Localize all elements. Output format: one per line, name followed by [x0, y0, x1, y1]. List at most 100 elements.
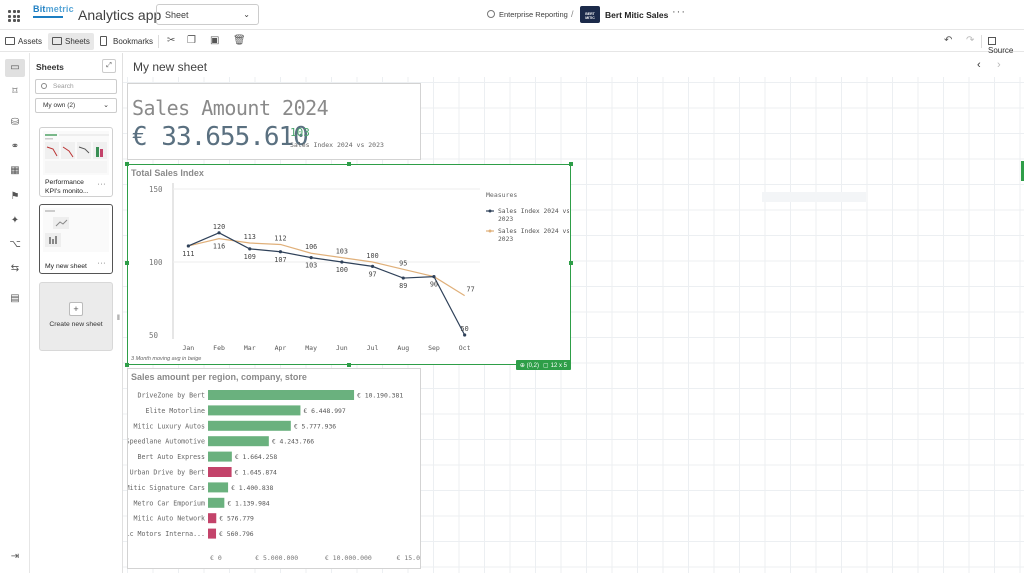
bar [208, 513, 217, 524]
data-label-moving-avg: 112 [274, 234, 286, 242]
app-launcher-icon[interactable] [8, 10, 20, 22]
resize-handle[interactable] [347, 162, 351, 166]
master-items-icon[interactable]: ⚑ [10, 191, 20, 202]
chevron-down-icon: ⌄ [103, 102, 109, 109]
previous-sheet-icon[interactable]: ‹ [977, 59, 981, 71]
legend-label: Sales Index 2024 vs [498, 208, 569, 215]
sort-icon[interactable]: ⇆ [10, 263, 20, 274]
line-chart-svg: 50 100 150 Jan Feb Mar Apr May Jun Jul Aug Sep Oct 11… [149, 183, 569, 352]
redo-icon[interactable]: ↷ [966, 35, 975, 46]
data-point [309, 256, 313, 260]
collapse-panel-icon[interactable]: ⇥ [10, 551, 20, 562]
more-options-icon[interactable]: ··· [672, 6, 686, 18]
kpi-object[interactable]: Sales Amount 2024 € 33.655.610 103 Sales… [127, 83, 421, 160]
bar-chart-title: Sales amount per region, company, store [131, 372, 307, 382]
sheets-button[interactable]: Sheets [48, 33, 94, 50]
bar-chart-object[interactable]: Sales amount per region, company, store … [127, 368, 421, 569]
resize-handle[interactable] [569, 162, 573, 166]
data-label-moving-avg: 100 [366, 252, 378, 260]
data-label-moving-avg: 113 [244, 233, 256, 241]
x-tick-label: € 15.000.000 [397, 554, 420, 562]
x-tick-label: Oct [459, 344, 471, 352]
sheet-card-selected[interactable]: My new sheet ··· [39, 204, 113, 274]
data-label-index: 100 [336, 266, 348, 274]
expand-icon[interactable]: ⤢ [102, 59, 116, 73]
bar-value-label: € 576.779 [219, 515, 254, 523]
legend-label: Sales Index 2024 vs [498, 228, 569, 235]
space-link[interactable]: Enterprise Reporting [487, 10, 568, 19]
sheet-menu-icon[interactable]: ··· [97, 181, 106, 188]
delete-icon[interactable]: 🗑 [233, 35, 246, 46]
view-select[interactable]: Sheet ⌄ [156, 4, 259, 25]
brand-logo: Bitmetric [33, 4, 74, 14]
link-icon[interactable]: ⚭ [10, 141, 20, 152]
sheets-rail-icon[interactable]: ▭ [5, 59, 25, 77]
sheet-card[interactable]: Performance KPI's monito... ··· [39, 127, 113, 197]
bar [208, 405, 301, 416]
x-tick-label: € 0 [210, 554, 222, 562]
x-tick-label: Jul [367, 344, 379, 352]
sheet-search-input[interactable]: Search [35, 79, 117, 94]
x-tick-label: Apr [275, 344, 287, 352]
panel-resize-handle[interactable]: ‖ [117, 315, 120, 322]
resize-handle[interactable] [125, 261, 129, 265]
create-new-sheet-button[interactable]: + Create new sheet [39, 282, 113, 351]
sheets-panel: Sheets ⤢ Search My own (2) ⌄ Performance … [30, 53, 123, 573]
y-tick-label: 100 [149, 258, 163, 267]
resize-handle[interactable] [347, 363, 351, 367]
next-sheet-icon[interactable]: › [997, 59, 1001, 71]
series-line-index [188, 232, 466, 336]
source-label: Source [988, 46, 1014, 55]
source-icon [988, 37, 996, 45]
data-label-index: 120 [213, 223, 225, 231]
canvas-edge-indicator [1021, 161, 1024, 181]
resize-handle[interactable] [125, 363, 129, 367]
paste-icon[interactable]: ▣ [210, 35, 220, 46]
bar-value-label: € 1.139.984 [227, 499, 269, 507]
bar [208, 528, 217, 539]
data-point [370, 264, 375, 268]
line-chart-object[interactable]: Total Sales Index 50 100 150 Jan Feb Mar Apr Ma… [125, 162, 573, 370]
undo-icon[interactable]: ↶ [944, 35, 953, 46]
sheet-card-title-2: KPI's monito... [45, 188, 89, 195]
space-avatar: BERT MITIC [580, 6, 600, 23]
settings-panel-icon[interactable]: ▤ [10, 293, 20, 304]
space-name[interactable]: Bert Mitic Sales [605, 10, 669, 20]
x-tick-label: Jun [336, 344, 348, 352]
copy-icon[interactable]: ❐ [187, 35, 196, 46]
assets-button[interactable]: Assets [1, 33, 46, 50]
resize-handle[interactable] [569, 261, 573, 265]
cut-icon[interactable]: ✂ [167, 35, 176, 46]
brand-logo-underline [33, 16, 63, 18]
toolbar: Assets Sheets Bookmarks ✂ ❐ ▣ 🗑 ↶ ↷ Sour… [0, 31, 1024, 55]
create-new-sheet-label: Create new sheet [49, 321, 103, 328]
database-icon[interactable]: ⛁ [10, 117, 20, 128]
sheets-icon [52, 37, 62, 45]
bookmarks-button[interactable]: Bookmarks [96, 33, 157, 50]
data-label-moving-avg: 77 [467, 286, 475, 294]
sheet-title[interactable]: My new sheet [133, 60, 208, 74]
data-point [217, 231, 221, 235]
bookmarks-label: Bookmarks [113, 37, 154, 46]
kpi-secondary-label: Sales Index 2024 vs 2023 [290, 141, 384, 149]
x-tick-label: Jan [182, 344, 194, 352]
extensions-icon[interactable]: ✦ [10, 215, 20, 226]
sheet-filter-select[interactable]: My own (2) ⌄ [35, 98, 117, 113]
data-label-index: 90 [430, 281, 438, 289]
resize-handle[interactable] [125, 162, 129, 166]
bookmark-rail-icon[interactable]: ⌑ [12, 86, 18, 97]
y-tick-label: 150 [149, 185, 163, 194]
paint-icon[interactable]: ⌥ [9, 239, 21, 250]
x-tick-label: € 5.000.000 [255, 554, 298, 562]
bar-category-label: DriveZone by Bert [138, 392, 206, 400]
bar-category-label: Mitic Motors Interna... [128, 530, 205, 538]
sheet-menu-icon[interactable]: ··· [97, 260, 106, 267]
kpi-secondary-value: 103 [290, 126, 310, 139]
top-bar: Bitmetric Analytics app Sheet ⌄ Enterpris… [0, 0, 1024, 30]
data-label-moving-avg: 95 [399, 259, 407, 267]
bar [208, 497, 225, 508]
sheets-label: Sheets [65, 37, 90, 46]
data-label-moving-avg: 116 [213, 243, 225, 251]
chart-icon[interactable]: ▦ [10, 165, 20, 176]
source-button[interactable]: Source [988, 37, 1024, 55]
